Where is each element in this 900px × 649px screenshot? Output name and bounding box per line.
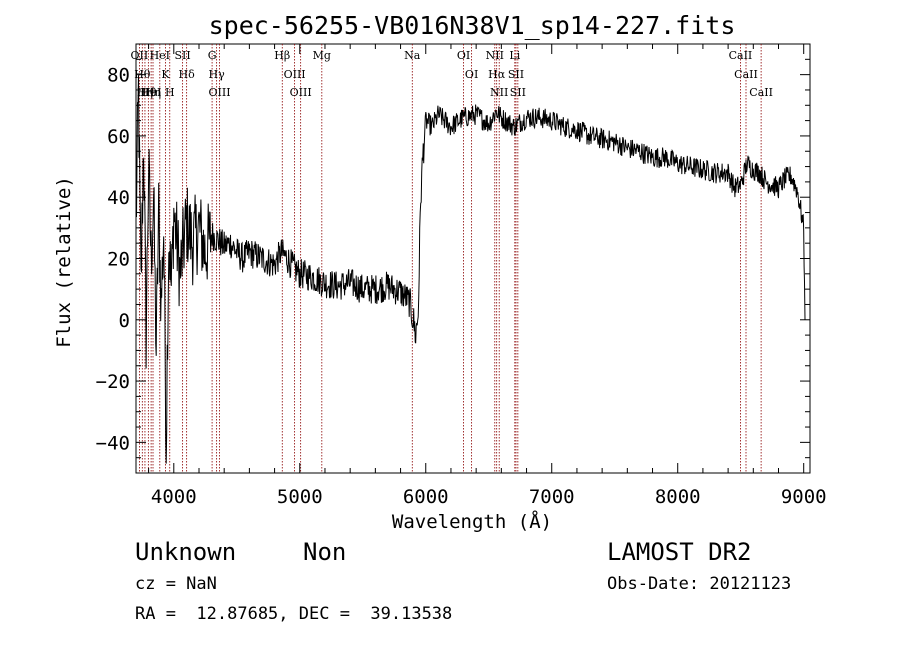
spectral-line-labels: OIIHθHηHθHeIHηHeIKHSIIHδGHγOIIIHβOIIIOII… bbox=[131, 49, 773, 99]
flux-series-line bbox=[135, 75, 806, 464]
line-label: Hβ bbox=[274, 49, 290, 62]
line-label: Na bbox=[404, 49, 421, 62]
obs-date: Obs-Date: 20121123 bbox=[607, 574, 792, 594]
line-label: G bbox=[208, 49, 217, 62]
line-label: HeI bbox=[141, 86, 161, 99]
x-tick-label: 8000 bbox=[655, 486, 701, 508]
y-tick-label: −40 bbox=[96, 432, 130, 454]
line-label: CaII bbox=[749, 86, 773, 99]
line-label: OII bbox=[131, 49, 149, 62]
survey-name: LAMOST DR2 bbox=[607, 538, 752, 566]
object-class: Unknown bbox=[135, 538, 237, 566]
y-tick-label: 20 bbox=[107, 249, 130, 271]
line-label: Hδ bbox=[179, 68, 196, 81]
y-tick-label: 80 bbox=[107, 65, 130, 87]
axis-ticks: 4000 5000 6000 7000 8000 9000 −40 −20 0 20 40 60 80 bbox=[96, 43, 827, 508]
line-label: OIII bbox=[284, 68, 306, 81]
line-label: Hα bbox=[488, 68, 506, 81]
chart-title: spec-56255-VB016N38V1_sp14-227.fits bbox=[209, 11, 736, 40]
line-label: Hη bbox=[137, 86, 153, 99]
object-subclass: Non bbox=[303, 538, 347, 566]
line-label: OI bbox=[465, 68, 478, 81]
line-label: Hη bbox=[145, 86, 161, 99]
line-label: SII bbox=[508, 68, 524, 81]
x-tick-label: 5000 bbox=[277, 486, 323, 508]
line-label: CaII bbox=[729, 49, 753, 62]
line-label: SII bbox=[174, 49, 190, 62]
y-tick-label: 40 bbox=[107, 187, 130, 209]
spectral-line-markers bbox=[139, 44, 762, 473]
line-label: HeI bbox=[150, 49, 170, 62]
line-label: NII bbox=[486, 49, 504, 62]
line-label: OI bbox=[457, 49, 470, 62]
y-tick-label: 60 bbox=[107, 126, 130, 148]
line-label: H bbox=[165, 86, 175, 99]
line-label: Mg bbox=[313, 49, 331, 62]
y-axis-label: Flux (relative) bbox=[53, 176, 75, 348]
y-tick-label: 0 bbox=[119, 310, 130, 332]
line-label: OIII bbox=[208, 86, 230, 99]
line-label: Hγ bbox=[209, 68, 226, 81]
coordinates: RA = 12.87685, DEC = 39.13538 bbox=[135, 604, 453, 624]
line-label: Hθ bbox=[140, 86, 157, 99]
redshift-readout: cz = NaN bbox=[135, 574, 217, 594]
x-tick-label: 4000 bbox=[151, 486, 197, 508]
line-label: OIII bbox=[290, 86, 312, 99]
x-tick-label: 9000 bbox=[781, 486, 827, 508]
y-tick-label: −20 bbox=[96, 371, 130, 393]
x-tick-label: 6000 bbox=[403, 486, 449, 508]
x-tick-label: 7000 bbox=[529, 486, 575, 508]
line-label: NII bbox=[490, 86, 508, 99]
line-label: SII bbox=[510, 86, 526, 99]
line-label: CaII bbox=[734, 68, 758, 81]
line-label: Li bbox=[509, 49, 520, 62]
line-label: K bbox=[161, 68, 170, 81]
x-axis-label: Wavelength (Å) bbox=[392, 510, 552, 533]
